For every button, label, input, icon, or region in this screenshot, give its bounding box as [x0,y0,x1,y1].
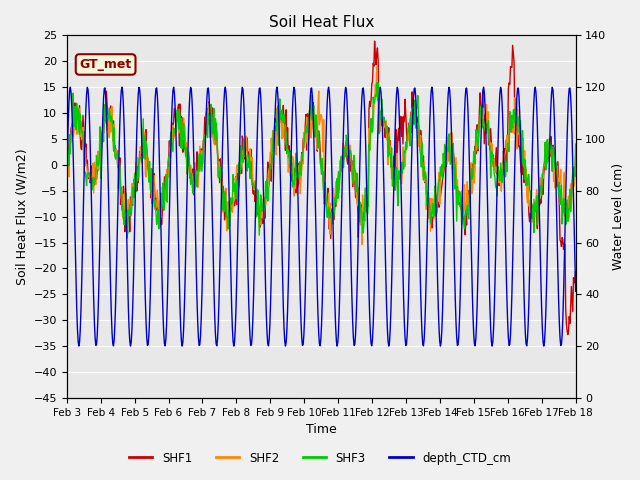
Y-axis label: Water Level (cm): Water Level (cm) [612,163,625,270]
Legend: SHF1, SHF2, SHF3, depth_CTD_cm: SHF1, SHF2, SHF3, depth_CTD_cm [124,447,516,469]
X-axis label: Time: Time [306,423,337,436]
Text: GT_met: GT_met [79,58,132,71]
Title: Soil Heat Flux: Soil Heat Flux [269,15,374,30]
Y-axis label: Soil Heat Flux (W/m2): Soil Heat Flux (W/m2) [15,148,28,285]
